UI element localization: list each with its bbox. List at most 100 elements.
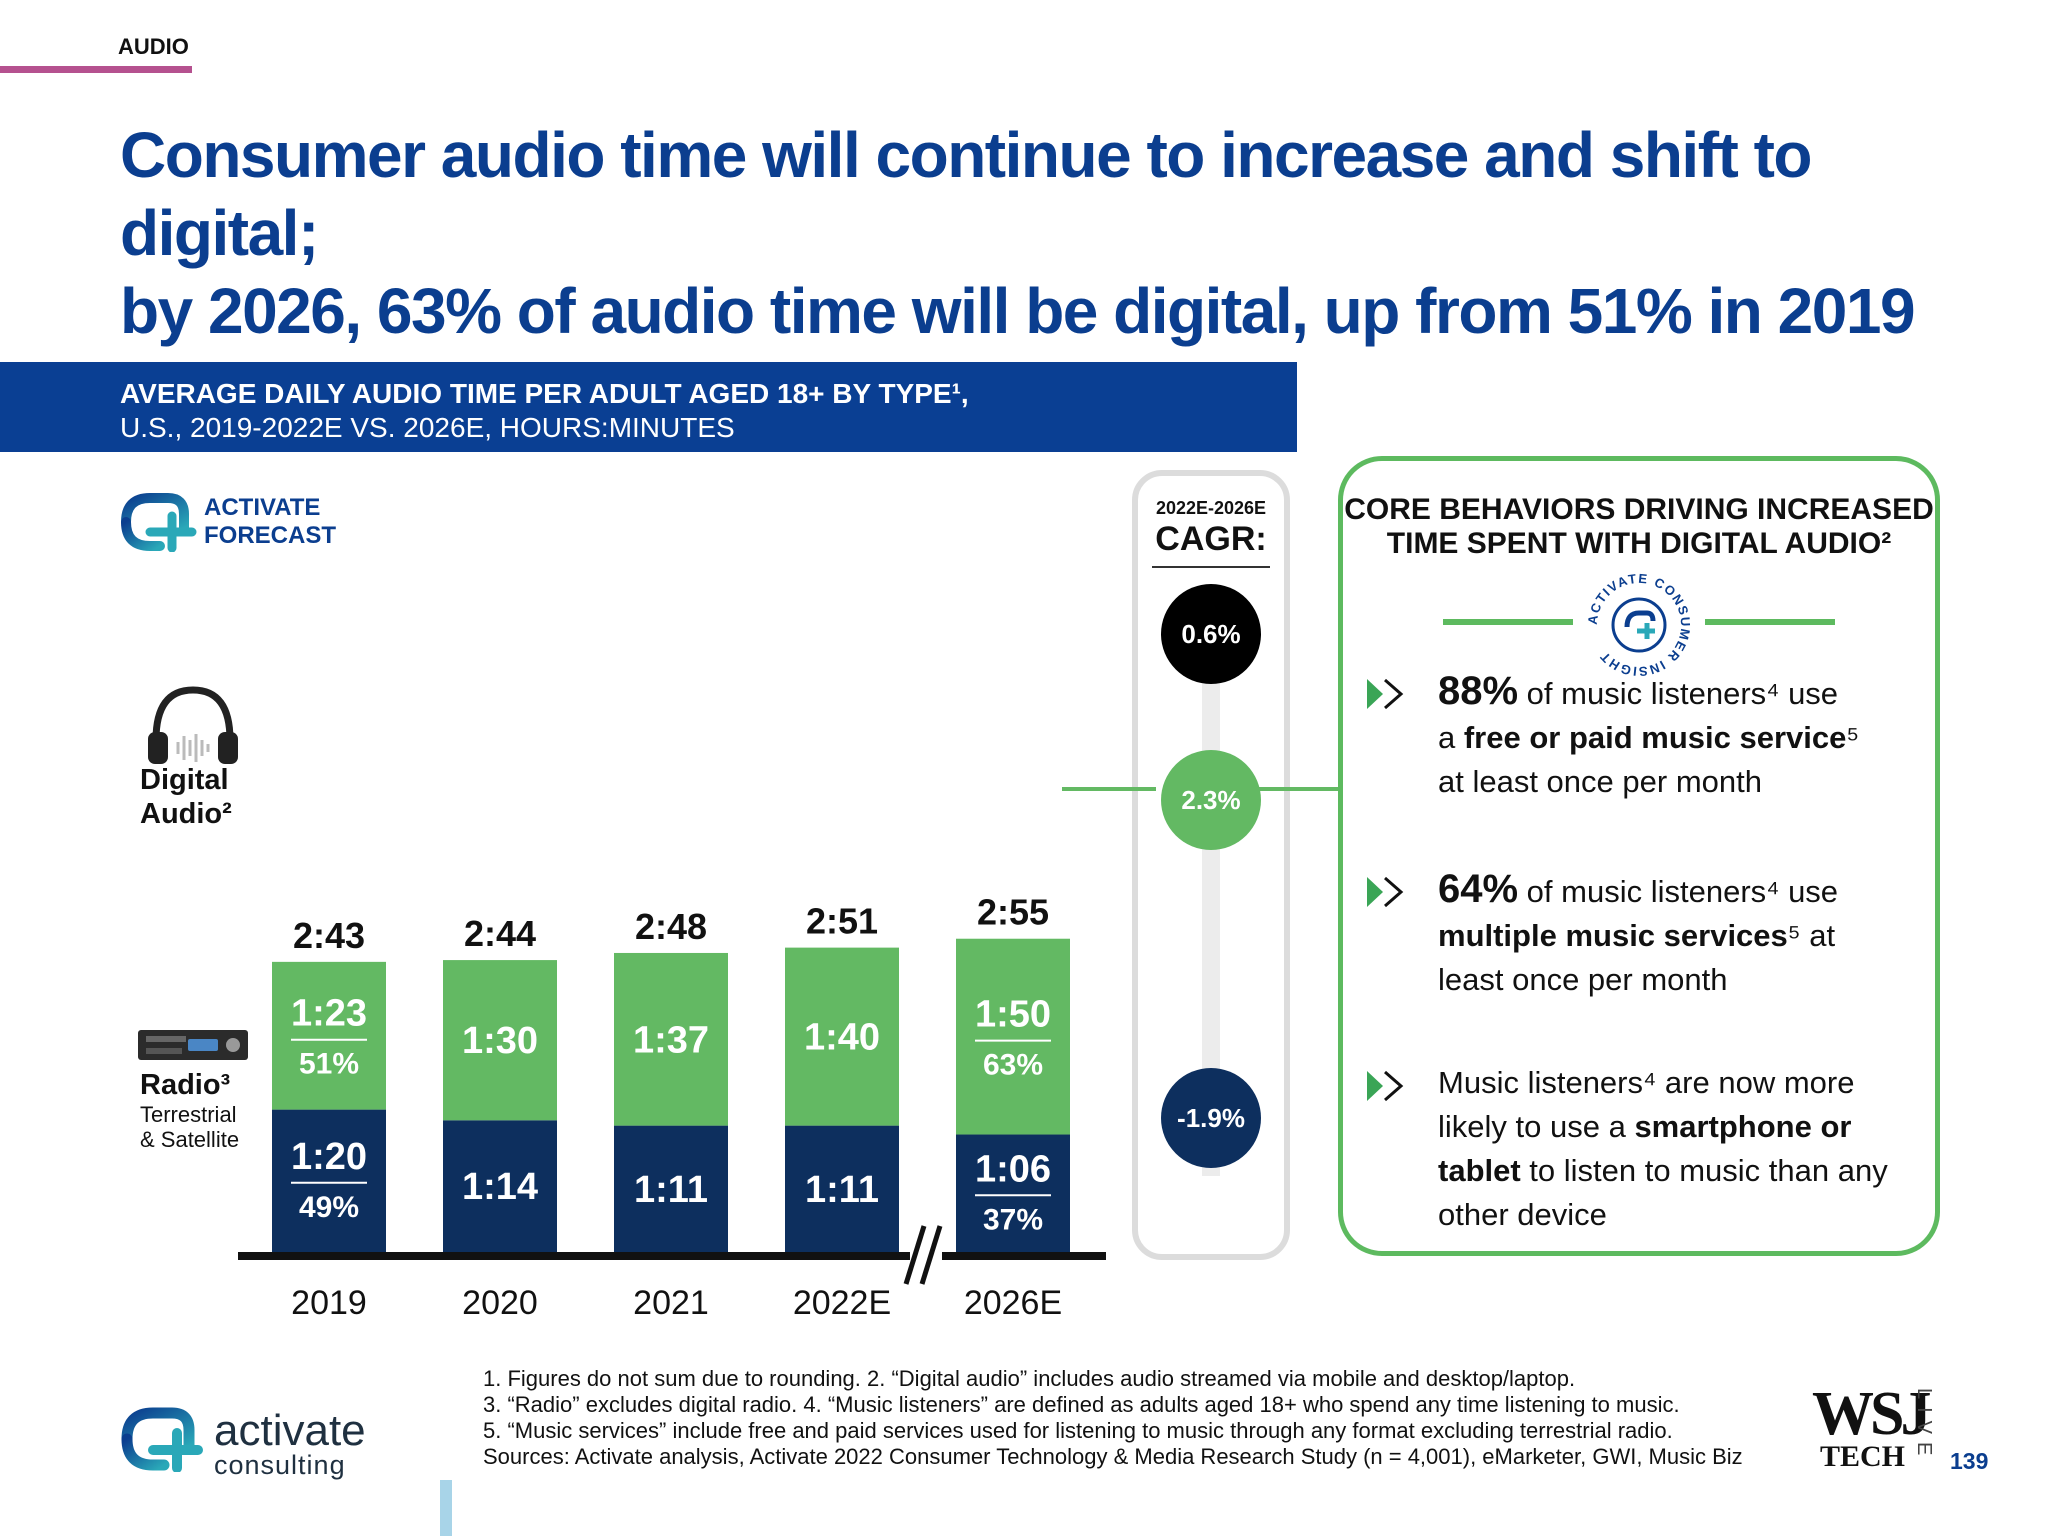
bar-digital-2020: [443, 960, 557, 1121]
bottom-accent-stripe: [440, 1480, 452, 1536]
bar-radio-2022E: [785, 1125, 899, 1252]
x-tick-label-2020: 2020: [462, 1284, 538, 1320]
page-title-line2: by 2026, 63% of audio time will be digit…: [120, 275, 1916, 347]
bar-digital-2019: [272, 961, 386, 1110]
double-chevron-icon: [1367, 678, 1404, 710]
x-tick-label-2022E: 2022E: [793, 1284, 891, 1320]
x-tick-label-2026E: 2026E: [964, 1284, 1062, 1320]
digital-share-2026E: 63%: [983, 1049, 1043, 1082]
behavior-1-line2-post: ⁵: [1846, 720, 1860, 755]
behavior-3-line2-bold: smartphone or: [1634, 1109, 1852, 1144]
legend-radio: Radio³ Terrestrial & Satellite: [140, 1068, 239, 1152]
axis-break-mark: [903, 1225, 927, 1285]
behavior-3-line3-bold: tablet: [1438, 1153, 1521, 1188]
footnotes: 1. Figures do not sum due to rounding. 2…: [483, 1366, 1813, 1470]
chart-subtitle: U.S., 2019-2022E VS. 2026E, HOURS:MINUTE…: [120, 412, 735, 443]
double-chevron-icon: [1367, 1070, 1404, 1102]
headphones-icon: [138, 680, 248, 768]
total-label-2026E: 2:55: [977, 892, 1049, 933]
core-behaviors-title-line1: CORE BEHAVIORS DRIVING INCREASED: [1344, 493, 1934, 526]
radio-value-2021: 1:11: [634, 1169, 708, 1211]
total-label-2020: 2:44: [464, 913, 536, 954]
cagr-heading: CAGR:: [1155, 520, 1267, 558]
behavior-2-line3: least once per month: [1438, 962, 1728, 997]
legend-digital-audio: Digital Audio²: [140, 763, 232, 831]
radio-value-2026E: 1:06: [975, 1148, 1051, 1190]
behavior-1-line3: at least once per month: [1438, 764, 1762, 799]
radio-icon: [138, 1030, 248, 1060]
core-behaviors-panel: CORE BEHAVIORS DRIVING INCREASED TIME SP…: [1338, 456, 1940, 1256]
bar-digital-2026E: [956, 938, 1070, 1135]
forecast-badge-line2: FORECAST: [204, 522, 336, 549]
cagr-panel: 2022E-2026E CAGR: 0.6% 2.3% -1.9%: [1132, 470, 1290, 1260]
behavior-3-line1: Music listeners⁴ are now more: [1438, 1065, 1855, 1100]
activate-logo-icon: [121, 1407, 203, 1473]
bar-radio-2026E: [956, 1134, 1070, 1252]
section-rule: [0, 66, 192, 73]
page-title-line1: Consumer audio time will continue to inc…: [120, 119, 1813, 269]
radio-share-2026E: 37%: [983, 1203, 1043, 1236]
total-label-2022E: 2:51: [806, 901, 878, 942]
cagr-divider: [1152, 566, 1270, 568]
behavior-3-line4: other device: [1438, 1197, 1607, 1232]
digital-value-2019: 1:23: [291, 993, 367, 1035]
core-behaviors-title-line2: TIME SPENT WITH DIGITAL AUDIO²: [1386, 527, 1892, 560]
footnote-sources: Sources: Activate analysis, Activate 202…: [483, 1444, 1743, 1469]
digital-value-2021: 1:37: [633, 1019, 709, 1061]
cagr-radio-badge: -1.9%: [1161, 1068, 1261, 1168]
digital-value-2020: 1:30: [462, 1020, 538, 1062]
cagr-digital-badge: 2.3%: [1161, 750, 1261, 850]
stacked-bar-chart: 2:43 1:23 51% 1:20 49% 2019 2:44 1:30 1:14 2020 2:…: [238, 892, 1106, 1320]
footnote-line: 3. “Radio” excludes digital radio. 4. “M…: [483, 1392, 1680, 1417]
radio-value-2022E: 1:11: [805, 1169, 879, 1211]
legend-digital-line2: Audio²: [140, 798, 232, 830]
forecast-badge-line1: ACTIVATE: [204, 494, 321, 521]
core-behaviors-title: CORE BEHAVIORS DRIVING INCREASED TIME SP…: [1343, 493, 1935, 561]
bar-digital-2022E: [785, 947, 899, 1126]
chart-title: AVERAGE DAILY AUDIO TIME PER ADULT AGED …: [120, 378, 969, 409]
radio-value-2020: 1:14: [462, 1166, 538, 1208]
connector-line-right: [1256, 787, 1340, 791]
behavior-1-line1: of music listeners⁴ use: [1518, 676, 1839, 711]
footnote-line: 5. “Music services” include free and pai…: [483, 1418, 1673, 1443]
section-tag: AUDIO: [118, 34, 189, 59]
wsj-logo-bottom: TECH: [1820, 1440, 1906, 1473]
seal-rule-right: [1705, 619, 1835, 625]
axis-break-mark: [919, 1225, 943, 1285]
behavior-1-pct: 88%: [1438, 669, 1519, 713]
legend-digital-line1: Digital: [140, 764, 229, 796]
radio-share-2019: 49%: [299, 1191, 359, 1224]
page-number: 139: [1950, 1448, 1989, 1474]
behavior-1-line2-bold: free or paid music service: [1463, 720, 1847, 755]
radio-value-2019: 1:20: [291, 1136, 367, 1178]
bar-radio-2021: [614, 1125, 728, 1252]
activate-logo-icon: [121, 493, 197, 553]
behavior-2-line1: of music listeners⁴ use: [1518, 874, 1839, 909]
bar-radio-2020: [443, 1120, 557, 1252]
page-title: Consumer audio time will continue to inc…: [120, 116, 1980, 350]
footnote-line: 1. Figures do not sum due to rounding. 2…: [483, 1366, 1576, 1391]
total-label-2021: 2:48: [635, 906, 707, 947]
behavior-2-line2-bold: multiple music services: [1438, 918, 1788, 953]
chart-banner: AVERAGE DAILY AUDIO TIME PER ADULT AGED …: [0, 362, 1297, 452]
digital-value-2022E: 1:40: [804, 1017, 880, 1059]
seal-rule-left: [1443, 619, 1573, 625]
total-label-2019: 2:43: [293, 915, 365, 956]
wsj-logo-top: WSJ: [1812, 1380, 1932, 1448]
x-tick-label-2021: 2021: [633, 1284, 709, 1320]
behavior-3-line3-post: to listen to music than any: [1520, 1153, 1888, 1188]
activate-consulting-logo: activate consulting: [120, 1406, 420, 1480]
behavior-1-line2-pre: a: [1438, 720, 1464, 755]
connector-line-left: [1062, 787, 1156, 791]
wsj-logo-side: LIVE: [1913, 1388, 1935, 1464]
cagr-period: 2022E-2026E: [1155, 498, 1267, 518]
brand-sub: consulting: [214, 1450, 346, 1480]
behavior-2-line2-post: ⁵ at: [1787, 918, 1836, 953]
x-tick-label-2019: 2019: [291, 1284, 367, 1320]
bar-digital-2021: [614, 952, 728, 1126]
legend-radio-sub1: Terrestrial: [140, 1102, 237, 1127]
digital-value-2026E: 1:50: [975, 994, 1051, 1036]
brand-name: activate: [214, 1406, 366, 1455]
cagr-total-badge: 0.6%: [1161, 584, 1261, 684]
behavior-2-pct: 64%: [1438, 867, 1519, 911]
